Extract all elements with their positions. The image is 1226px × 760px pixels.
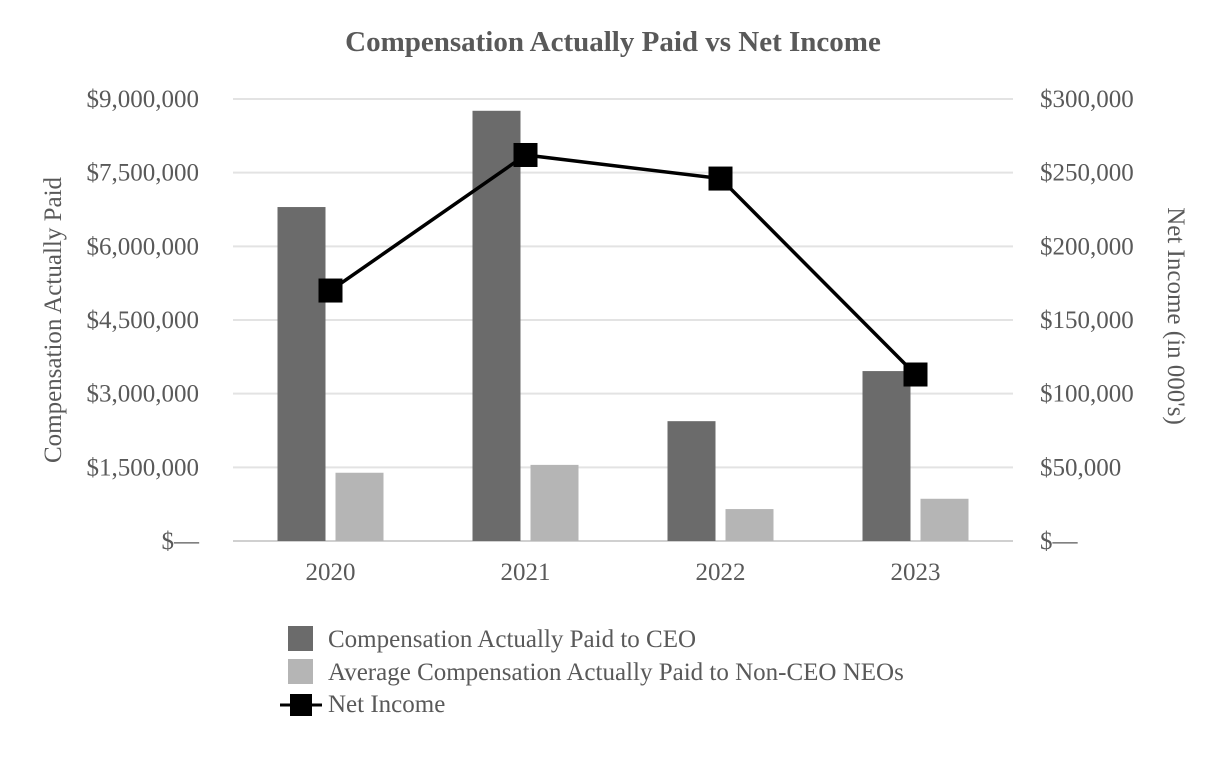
left-axis-title: Compensation Actually Paid <box>40 176 67 463</box>
left-tick-label: $9,000,000 <box>87 86 200 113</box>
legend-label-neo: Average Compensation Actually Paid to No… <box>328 659 904 686</box>
bar-ceo <box>862 371 911 541</box>
bar-ceo <box>667 421 716 541</box>
right-tick-label: $250,000 <box>1040 160 1134 187</box>
x-axis-ticks: 2020 2021 2022 2023 <box>306 559 941 586</box>
bar-ceo <box>472 110 521 541</box>
left-tick-label: $4,500,000 <box>87 307 200 334</box>
net-income-line <box>318 142 928 387</box>
bar-ceo <box>277 207 326 542</box>
net-income-marker <box>513 142 538 167</box>
right-tick-label: $200,000 <box>1040 233 1134 260</box>
left-tick-label: $3,000,000 <box>87 381 200 408</box>
bars <box>277 110 969 542</box>
chart-title: Compensation Actually Paid vs Net Income <box>345 26 881 58</box>
right-tick-label: $300,000 <box>1040 86 1134 113</box>
bar-neo <box>920 498 969 541</box>
x-tick-label: 2023 <box>891 559 941 586</box>
bar-neo <box>725 509 774 541</box>
right-tick-label: $50,000 <box>1040 454 1121 481</box>
legend-swatch-neo <box>288 659 313 684</box>
gridlines <box>233 98 1013 542</box>
left-tick-label: $6,000,000 <box>87 233 200 260</box>
legend: Compensation Actually Paid to CEO Averag… <box>280 626 904 718</box>
right-axis-title: Net Income (in 000's) <box>1162 207 1189 425</box>
left-tick-label: $— <box>162 528 201 555</box>
net-income-line-path <box>329 153 917 376</box>
x-tick-label: 2020 <box>306 559 356 586</box>
bar-neo <box>335 472 384 541</box>
bar-neo <box>530 464 579 541</box>
right-axis-ticks: $— $50,000 $100,000 $150,000 $200,000 $250,00… <box>1040 86 1134 555</box>
right-tick-label: $100,000 <box>1040 381 1134 408</box>
legend-swatch-ceo <box>288 626 313 651</box>
left-tick-label: $7,500,000 <box>87 160 200 187</box>
left-axis-ticks: $— $1,500,000 $3,000,000 $4,500,000 $6,000,0… <box>87 86 201 555</box>
legend-label-net-income: Net Income <box>328 691 445 718</box>
legend-label-ceo: Compensation Actually Paid to CEO <box>328 626 696 653</box>
net-income-marker <box>708 166 733 191</box>
x-tick-label: 2021 <box>501 559 551 586</box>
x-tick-label: 2022 <box>696 559 746 586</box>
legend-swatch-net-income-marker <box>290 694 312 716</box>
net-income-marker <box>903 362 928 387</box>
right-tick-label: $150,000 <box>1040 307 1134 334</box>
right-tick-label: $— <box>1040 528 1079 555</box>
left-tick-label: $1,500,000 <box>87 454 200 481</box>
net-income-marker <box>318 278 343 303</box>
